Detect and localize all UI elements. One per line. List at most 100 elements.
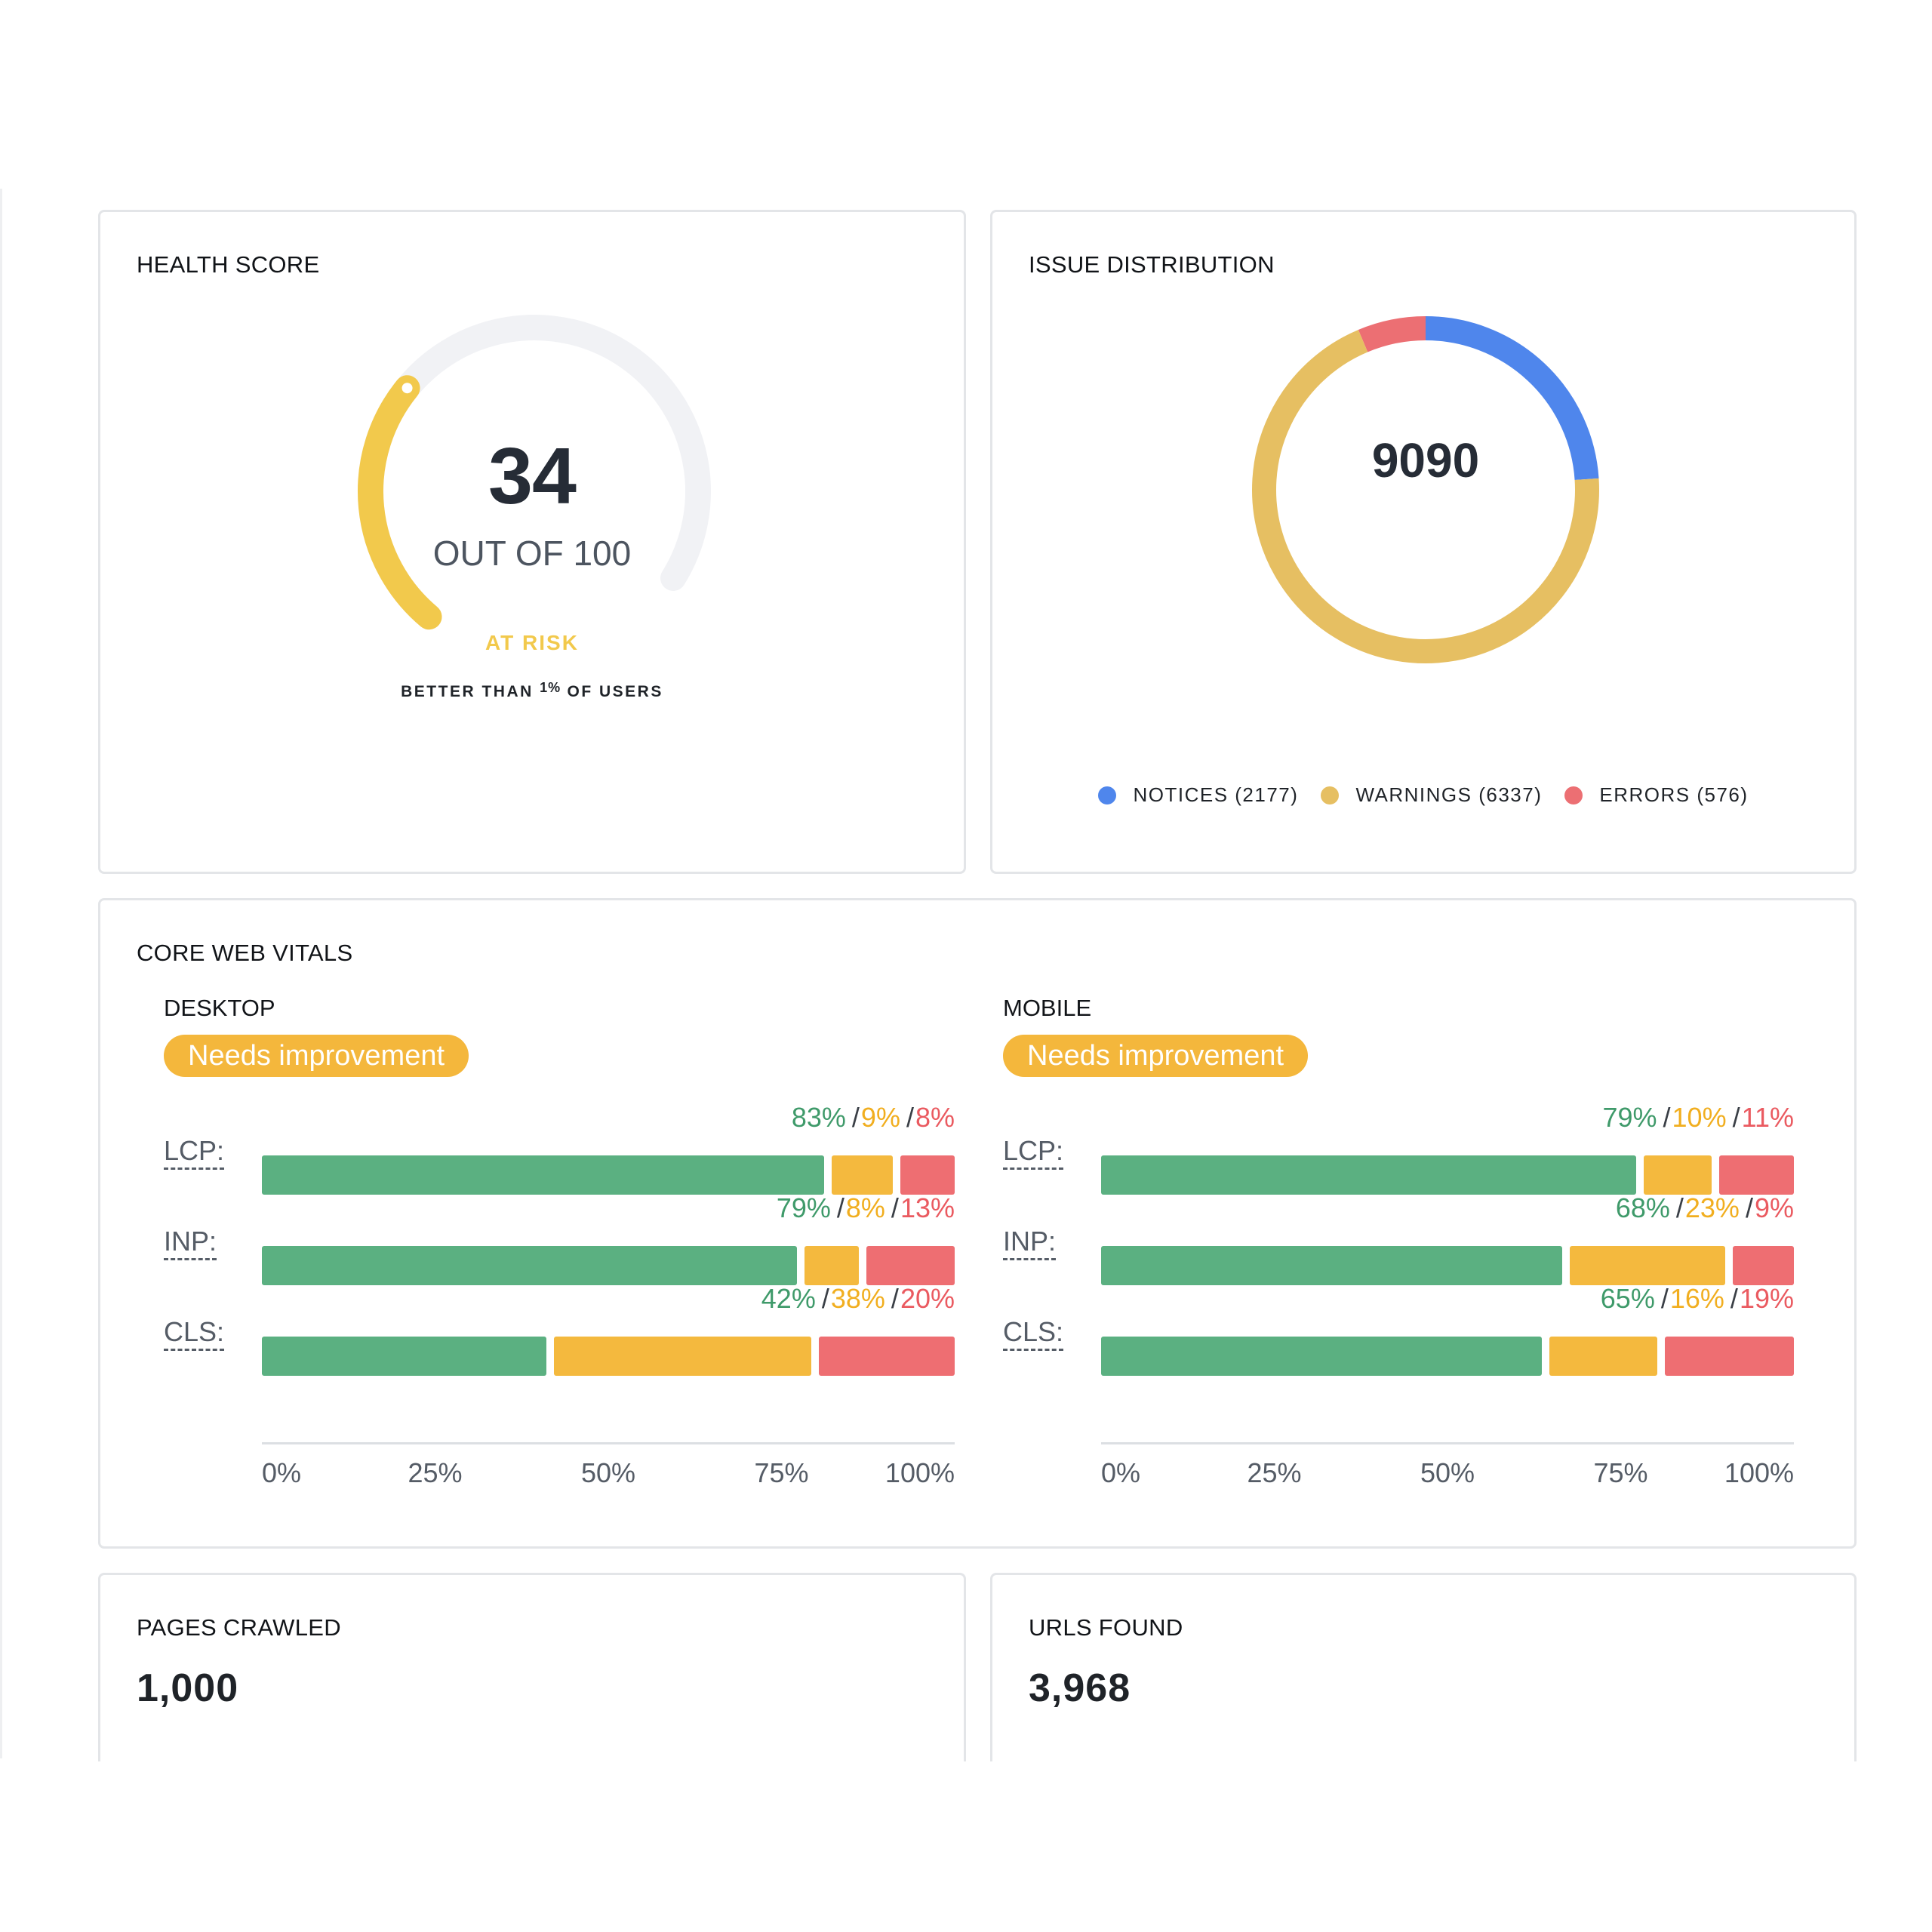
percent-mid: 16% [1669,1283,1724,1314]
axis-tick-label: 50% [1420,1457,1475,1488]
bar-segment-good[interactable] [1101,1155,1637,1195]
bar-segment-mid[interactable] [832,1155,894,1195]
donut-segment-warnings[interactable] [1252,330,1599,663]
bar-segment-good[interactable] [1101,1337,1542,1376]
legend-item-notices[interactable]: NOTICES (2177) [1098,783,1298,807]
percent-good: 79% [1602,1102,1657,1133]
urls-found-title: URLS FOUND [1029,1614,1183,1641]
legend-label-warnings: WARNINGS (6337) [1355,783,1543,806]
mobile-metric-row: INP: 68%/23%/9% [940,1192,1794,1302]
desktop-vitals-panel: DESKTOP Needs improvement LCP: 83%/9%/8% I… [100,900,980,1546]
percent-axis-line [262,1442,955,1444]
metric-percentages: 68%/23%/9% [1616,1192,1794,1224]
percent-axis-line [1101,1442,1794,1444]
percent-separator: / [1745,1192,1753,1223]
issue-distribution-title: ISSUE DISTRIBUTION [1029,251,1275,278]
percent-good: 65% [1600,1283,1655,1314]
bar-segment-bad[interactable] [1665,1337,1794,1376]
percent-bad: 13% [900,1192,955,1223]
bar-segment-mid[interactable] [554,1337,812,1376]
comparison-prefix: BETTER THAN [401,683,534,700]
errors-dot-icon [1564,786,1583,804]
metric-name[interactable]: LCP: [1003,1136,1064,1170]
metric-name[interactable]: CLS: [164,1317,225,1351]
percent-separator: / [821,1283,829,1314]
bar-segment-mid[interactable] [804,1246,860,1285]
percent-separator: / [1732,1102,1740,1133]
desktop-label: DESKTOP [164,995,275,1021]
percent-bad: 19% [1739,1283,1794,1314]
percent-bad: 8% [915,1102,955,1133]
metric-bar [262,1246,955,1285]
metric-percentages: 42%/38%/20% [761,1283,955,1315]
metric-bar [1101,1155,1794,1195]
bar-segment-mid[interactable] [1549,1337,1658,1376]
notices-dot-icon [1098,786,1117,804]
metric-name[interactable]: INP: [164,1226,217,1260]
bar-segment-bad[interactable] [866,1246,955,1285]
pages-crawled-title: PAGES CRAWLED [137,1614,341,1641]
percent-separator: / [851,1102,860,1133]
percent-separator: / [836,1192,844,1223]
legend-label-errors: ERRORS (576) [1599,783,1749,806]
legend-item-warnings[interactable]: WARNINGS (6337) [1321,783,1542,807]
bar-segment-good[interactable] [262,1155,825,1195]
comparison-value: 1% [540,680,561,695]
bar-segment-good[interactable] [262,1246,798,1285]
axis-tick-label: 50% [580,1457,636,1488]
issue-distribution-card: ISSUE DISTRIBUTION 9090 NOTICES (2177) W… [990,210,1857,874]
metric-name[interactable]: CLS: [1003,1317,1064,1351]
bar-segment-good[interactable] [262,1337,547,1376]
percent-separator: / [1730,1283,1738,1314]
axis-tick-label: 100% [1724,1457,1794,1488]
percent-bad: 9% [1754,1192,1794,1223]
core-web-vitals-title: CORE WEB VITALS [137,940,353,966]
axis-tick-label: 25% [1247,1457,1302,1488]
mobile-label: MOBILE [1003,995,1092,1021]
issue-total: 9090 [1371,433,1480,488]
donut-segment-notices[interactable] [1425,316,1599,481]
bar-segment-bad[interactable] [900,1155,955,1195]
health-score-title: HEALTH SCORE [137,251,320,278]
percent-separator: / [1675,1192,1684,1223]
health-score-out-of: OUT OF 100 [432,534,632,573]
health-score-card: HEALTH SCORE 34 OUT OF 100 AT RISK BETTE… [98,210,966,874]
metric-bar [1101,1337,1794,1376]
percent-mid: 38% [830,1283,885,1314]
bar-segment-good[interactable] [1101,1246,1562,1285]
percent-mid: 9% [860,1102,900,1133]
legend-label-notices: NOTICES (2177) [1133,783,1299,806]
health-score-comparison: BETTER THAN 1% OF USERS [100,680,964,701]
legend-item-errors[interactable]: ERRORS (576) [1564,783,1748,807]
metric-bar [262,1155,955,1195]
mobile-metric-row: LCP: 79%/10%/11% [940,1102,1794,1211]
core-web-vitals-card: CORE WEB VITALS DESKTOP Needs improvemen… [98,898,1857,1549]
bar-segment-mid[interactable] [1644,1155,1712,1195]
health-score-value: 34 [488,432,577,521]
percent-bad: 20% [900,1283,955,1314]
issue-legend: NOTICES (2177) WARNINGS (6337) ERRORS (5… [992,783,1854,807]
mobile-vitals-panel: MOBILE Needs improvement LCP: 79%/10%/11%… [940,900,1819,1546]
left-divider [0,189,2,1758]
mobile-status-badge: Needs improvement [1003,1035,1309,1077]
bar-segment-bad[interactable] [1733,1246,1794,1285]
axis-tick-label: 75% [1593,1457,1648,1488]
metric-percentages: 65%/16%/19% [1601,1283,1794,1315]
health-score-gauge [358,315,711,630]
metric-bar [262,1337,955,1376]
percent-separator: / [906,1102,914,1133]
pages-crawled-value: 1,000 [137,1666,239,1710]
metric-name[interactable]: LCP: [164,1136,225,1170]
donut-segment-errors[interactable] [1358,316,1426,352]
desktop-status-badge: Needs improvement [164,1035,469,1077]
pages-crawled-card: PAGES CRAWLED 1,000 [98,1573,966,1761]
gauge-fill [358,375,442,630]
bar-segment-bad[interactable] [819,1337,955,1376]
percent-good: 68% [1615,1192,1670,1223]
gauge-knob [401,383,413,394]
percent-good: 79% [776,1192,831,1223]
metric-name[interactable]: INP: [1003,1226,1057,1260]
bar-segment-mid[interactable] [1569,1246,1726,1285]
bar-segment-bad[interactable] [1719,1155,1794,1195]
metric-bar [1101,1246,1794,1285]
